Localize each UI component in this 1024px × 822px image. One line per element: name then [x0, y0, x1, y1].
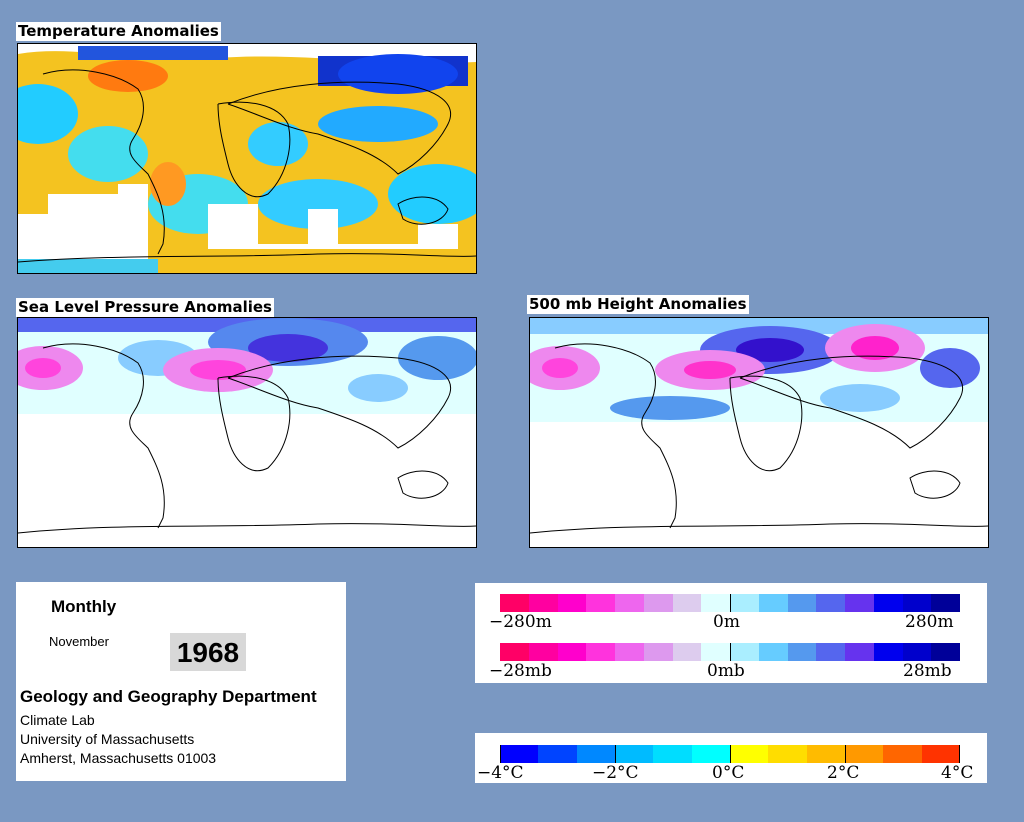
anomaly-color-legend: −280m 0m 280m −28mb 0mb 28mb [475, 583, 987, 683]
temp-label-minus4: −4°C [477, 763, 524, 783]
color-swatch [586, 643, 615, 661]
height-max-label: 280m [905, 612, 954, 632]
temp-tick [845, 745, 846, 763]
temperature-anomalies-title: Temperature Anomalies [16, 22, 221, 41]
color-swatch [730, 594, 759, 612]
color-swatch [902, 643, 932, 661]
color-swatch [500, 745, 539, 763]
color-swatch [768, 745, 807, 763]
color-swatch [643, 594, 673, 612]
color-swatch [806, 745, 845, 763]
color-swatch [500, 594, 529, 612]
height-mid-label: 0m [713, 612, 740, 632]
color-swatch [528, 643, 558, 661]
color-swatch [729, 745, 769, 763]
color-swatch [691, 745, 730, 763]
lab-name: Climate Lab [20, 712, 95, 728]
color-swatch [614, 745, 654, 763]
temp-tick [730, 745, 731, 763]
color-swatch [730, 643, 759, 661]
color-swatch [586, 594, 615, 612]
temperature-color-bar [500, 745, 960, 763]
color-swatch [538, 745, 577, 763]
color-swatch [787, 643, 817, 661]
color-swatch [921, 745, 960, 763]
pressure-min-label: −28mb [489, 661, 552, 681]
temperature-anomaly-map [17, 43, 477, 274]
color-swatch [528, 594, 558, 612]
color-swatch [672, 594, 702, 612]
sea-level-pressure-anomaly-map [17, 317, 477, 548]
color-swatch [844, 745, 884, 763]
height-color-bar [500, 594, 960, 612]
pressure-max-label: 28mb [903, 661, 952, 681]
color-swatch [873, 594, 903, 612]
pressure-zero-tick [730, 643, 731, 661]
color-swatch [787, 594, 817, 612]
color-swatch [902, 594, 932, 612]
month-label: November [49, 634, 109, 649]
color-swatch [615, 594, 644, 612]
color-swatch [845, 643, 874, 661]
color-swatch [873, 643, 903, 661]
department-name: Geology and Geography Department [20, 687, 317, 706]
info-panel: Monthly November 1968 Geology and Geogra… [16, 582, 346, 781]
color-swatch [500, 643, 529, 661]
color-swatch [845, 594, 874, 612]
height-zero-tick [730, 594, 731, 612]
color-swatch [576, 745, 615, 763]
temp-label-2: 2°C [827, 763, 860, 783]
temp-label-minus2: −2°C [592, 763, 639, 783]
address-line: Amherst, Massachusetts 01003 [20, 750, 217, 766]
color-swatch [931, 643, 960, 661]
temp-tick [959, 745, 960, 763]
color-swatch [758, 643, 788, 661]
height-min-label: −280m [489, 612, 552, 632]
temperature-color-legend: −4°C −2°C 0°C 2°C 4°C [475, 733, 987, 783]
year-label: 1968 [170, 633, 246, 671]
pressure-color-bar [500, 643, 960, 661]
temp-label-0: 0°C [712, 763, 745, 783]
height-500mb-anomaly-map [529, 317, 989, 548]
color-swatch [615, 643, 644, 661]
color-swatch [557, 594, 587, 612]
color-swatch [701, 594, 730, 612]
pressure-mid-label: 0mb [707, 661, 745, 681]
university-name: University of Massachusetts [20, 731, 195, 747]
color-swatch [701, 643, 730, 661]
color-swatch [931, 594, 960, 612]
sea-level-pressure-anomalies-title: Sea Level Pressure Anomalies [16, 298, 274, 317]
frequency-label: Monthly [51, 597, 117, 616]
color-swatch [557, 643, 587, 661]
color-swatch [816, 594, 845, 612]
color-swatch [758, 594, 788, 612]
color-swatch [653, 745, 692, 763]
color-swatch [816, 643, 845, 661]
color-swatch [643, 643, 673, 661]
height-500mb-anomalies-title: 500 mb Height Anomalies [527, 295, 749, 314]
color-swatch [672, 643, 702, 661]
color-swatch [883, 745, 922, 763]
temp-tick [500, 745, 501, 763]
temp-tick [615, 745, 616, 763]
temp-label-4: 4°C [941, 763, 974, 783]
